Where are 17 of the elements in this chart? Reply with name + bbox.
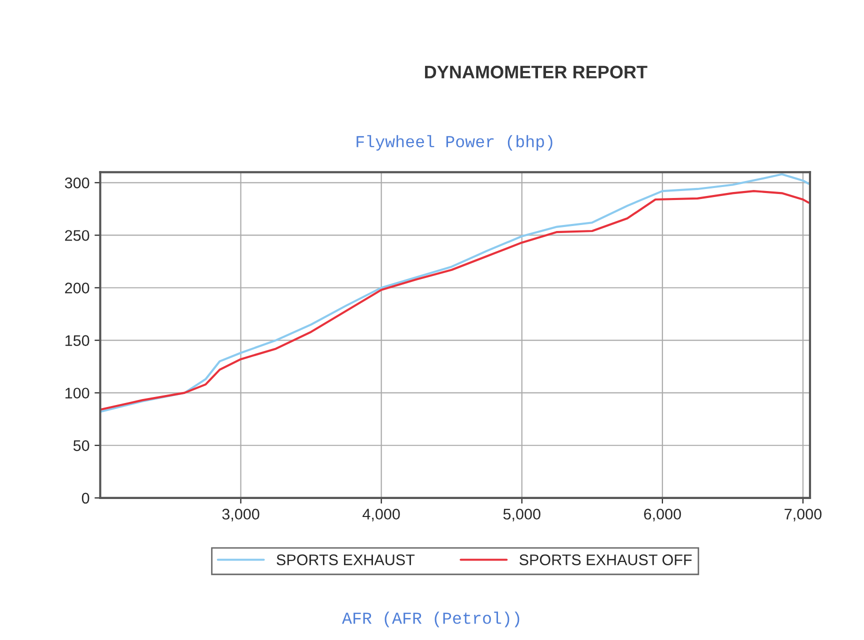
y-tick-label: 100 [65, 388, 90, 399]
legend-label: SPORTS EXHAUST OFF [520, 554, 692, 566]
y-tick-label: 150 [65, 335, 90, 346]
y-tick-label: 250 [65, 230, 90, 241]
x-tick-label: 3,000 [222, 508, 260, 522]
x-tick-label: 7,000 [784, 508, 822, 522]
y-tick-label: 50 [73, 440, 90, 452]
text: AFR (AFR (Petrol)) [342, 612, 520, 628]
y-tick-label: 0 [82, 492, 90, 504]
y-tick-label: 300 [64, 178, 90, 188]
x-tick-label: 6,000 [644, 508, 681, 522]
chart-subtitle: Flywheel Power (bhp) [356, 135, 552, 151]
x-tick-label: 5,000 [503, 508, 540, 522]
chart-title: DYNAMOMETER REPORT [425, 66, 648, 78]
legend-label: SPORTS EXHAUST [276, 554, 415, 566]
y-tick-label: 200 [65, 282, 90, 294]
x-tick-label: 4,000 [362, 508, 400, 522]
